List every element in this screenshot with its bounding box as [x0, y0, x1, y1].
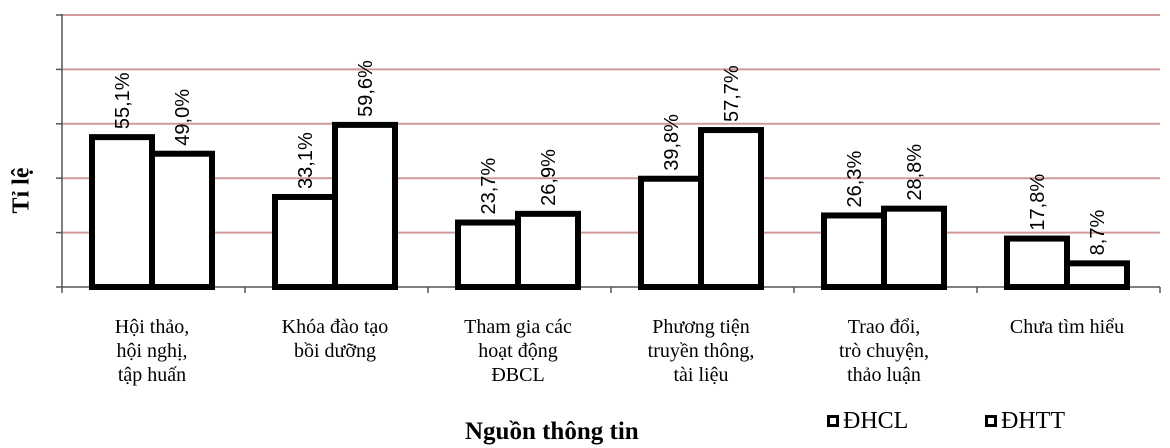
- bar-dhtt: [698, 127, 764, 290]
- x-axis-title: Nguồn thông tin: [465, 418, 639, 445]
- y-axis-title: Tỉ lệ: [2, 150, 42, 230]
- category-label: Khóa đào tạo bồi dưỡng: [281, 316, 389, 362]
- value-label: 49,0%: [172, 89, 194, 146]
- bar-dhtt: [881, 205, 947, 290]
- value-label: 33,1%: [295, 132, 317, 189]
- bar-dhcl: [821, 212, 887, 291]
- value-label: 17,8%: [1027, 174, 1049, 231]
- bar-dhcl: [455, 219, 521, 290]
- category-label: Chưa tìm hiểu: [1009, 316, 1125, 338]
- value-label: 59,6%: [355, 60, 377, 117]
- legend-label-dhcl: ĐHCL: [843, 407, 909, 434]
- value-label: 57,7%: [721, 65, 743, 122]
- legend-item-dhcl: ĐHCL: [827, 408, 908, 434]
- axes: [56, 14, 1161, 293]
- category-label: Hội thảo, hội nghị, tập huấn: [114, 316, 190, 386]
- value-label: 28,8%: [904, 144, 926, 201]
- bar-dhcl: [1004, 235, 1070, 290]
- value-label: 8,7%: [1087, 210, 1109, 256]
- bar-dhcl: [272, 193, 338, 290]
- bar-dhtt: [515, 210, 581, 290]
- legend-swatch-dhtt: [985, 415, 997, 427]
- bar-dhcl: [638, 175, 704, 290]
- value-label: 23,7%: [478, 158, 500, 215]
- legend-swatch-dhcl: [827, 415, 839, 427]
- gridlines: [62, 14, 1160, 234]
- bar-dhtt: [332, 121, 398, 290]
- bar-dhtt: [149, 150, 215, 290]
- bar-dhtt: [1064, 260, 1130, 290]
- category-label: Phương tiện truyền thông, tài liệu: [647, 316, 755, 386]
- legend-item-dhtt: ĐHTT: [985, 408, 1065, 434]
- category-label: Tham gia các hoạt động ĐBCL: [464, 316, 572, 386]
- value-label: 26,9%: [538, 149, 560, 206]
- value-labels: 55,1% 49,0% 33,1% 59,6% 23,7% 26,9% 39,8% 57,7%…: [112, 60, 1109, 255]
- bars: [89, 121, 1130, 291]
- category-label: Trao đổi, trò chuyện, thảo luận: [839, 316, 929, 386]
- legend-label-dhtt: ĐHTT: [1001, 407, 1065, 434]
- value-label: 39,8%: [661, 114, 683, 171]
- value-label: 55,1%: [112, 72, 134, 129]
- value-label: 26,3%: [844, 151, 866, 208]
- y-axis-title-text: Tỉ lệ: [8, 167, 35, 213]
- bar-dhcl: [89, 134, 155, 290]
